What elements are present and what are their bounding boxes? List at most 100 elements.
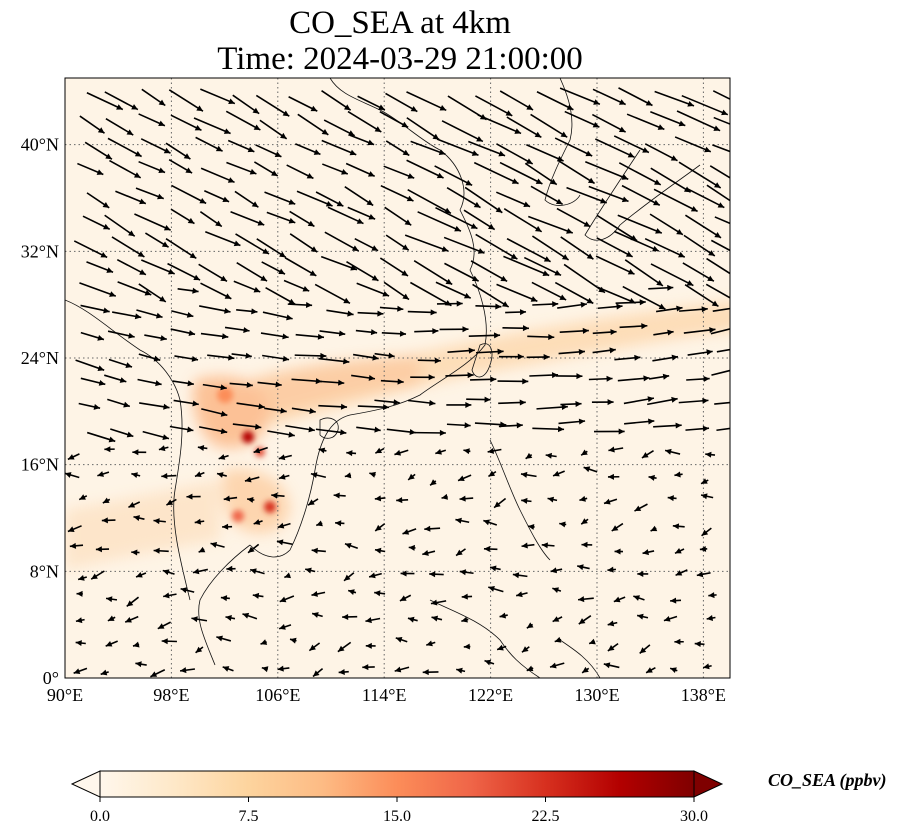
wind-arrow (618, 87, 653, 107)
wind-arrow (499, 161, 543, 185)
wind-arrow (310, 472, 327, 479)
wind-arrow (131, 549, 140, 556)
wind-arrow (102, 497, 111, 504)
wind-arrow (170, 208, 195, 225)
wind-arrow (653, 422, 682, 429)
wind-arrow (615, 299, 646, 306)
wind-arrow (347, 110, 382, 133)
wind-arrow (637, 570, 649, 577)
wind-arrow (295, 143, 321, 156)
wind-arrow (385, 92, 418, 113)
wind-arrow (592, 329, 617, 336)
wind-arrow (344, 542, 359, 550)
wind-arrow (663, 615, 678, 622)
wind-arrow (218, 454, 229, 460)
wind-arrow (200, 88, 236, 105)
wind-arrow (415, 429, 446, 436)
wind-arrow (503, 208, 543, 233)
wind-arrow (193, 117, 231, 135)
wind-arrow (247, 543, 260, 554)
wind-arrow (277, 522, 291, 529)
wind-arrow (198, 546, 206, 553)
wind-arrow (711, 369, 730, 376)
wind-arrow (687, 349, 713, 356)
wind-arrow (435, 206, 478, 230)
wind-arrow (101, 517, 116, 524)
wind-arrow (608, 446, 624, 453)
wind-arrow (617, 214, 663, 234)
wind-arrow (286, 164, 314, 180)
wind-arrow (265, 287, 296, 305)
wind-arrow (161, 473, 177, 480)
wind-arrow (124, 615, 139, 623)
wind-arrow (261, 261, 286, 275)
wind-arrow (216, 635, 232, 642)
wind-arrow (505, 309, 527, 316)
wind-arrow (260, 639, 268, 645)
wind-arrow (461, 616, 469, 623)
wind-arrow (110, 428, 134, 438)
wind-arrow (650, 525, 658, 532)
wind-arrow (457, 474, 472, 482)
wind-arrow (216, 472, 227, 478)
wind-arrow (109, 159, 142, 179)
wind-arrow (607, 620, 618, 627)
wind-arrow (564, 110, 600, 128)
wind-arrow (674, 548, 685, 555)
wind-arrow (207, 354, 235, 361)
wind-arrow (653, 188, 698, 213)
wind-arrow (407, 616, 418, 623)
wind-arrow (385, 140, 410, 157)
wind-arrow (499, 612, 508, 619)
wind-arrow (171, 184, 207, 205)
wind-arrow (153, 518, 166, 525)
y-tick-label: 16°N (21, 455, 59, 475)
wind-arrow (422, 669, 439, 676)
hotspot (242, 431, 254, 443)
wind-arrow (229, 381, 253, 388)
wind-arrow (512, 572, 528, 579)
wind-arrow (672, 523, 685, 530)
wind-arrow (167, 262, 201, 281)
wind-arrow (709, 165, 730, 179)
wind-arrow (150, 669, 166, 678)
wind-arrow (652, 354, 679, 362)
wind-arrow (381, 330, 407, 337)
wind-arrow (555, 373, 583, 380)
wind-arrow (441, 493, 449, 500)
wind-arrow (678, 397, 709, 404)
wind-arrow (634, 503, 648, 512)
wind-arrow (523, 256, 562, 277)
wind-arrow (710, 239, 730, 252)
wind-arrow (172, 380, 194, 387)
wind-arrow (476, 348, 504, 355)
wind-arrow (603, 498, 618, 505)
y-tick-label: 40°N (21, 135, 59, 155)
wind-arrow (252, 592, 264, 599)
chart-subtitle: Time: 2024-03-29 21:00:00 (217, 41, 583, 77)
wind-arrow (107, 137, 142, 158)
wind-arrow (144, 334, 167, 342)
colorbar-tick-label: 30.0 (680, 808, 708, 825)
wind-arrow (496, 191, 531, 208)
wind-arrow (379, 257, 409, 277)
wind-arrow (626, 113, 665, 131)
wind-arrow (559, 327, 589, 334)
wind-arrow (585, 161, 629, 180)
wind-arrow (566, 186, 608, 204)
wind-arrow (699, 545, 708, 552)
wind-arrow (79, 115, 105, 134)
wind-arrow (318, 447, 327, 454)
wind-arrow (107, 615, 116, 622)
wind-arrow (374, 399, 400, 406)
wind-arrow (333, 492, 346, 499)
wind-arrow (396, 497, 409, 504)
wind-arrow (394, 666, 410, 673)
wind-arrow (337, 641, 352, 653)
wind-arrow (165, 142, 191, 160)
wind-arrow (220, 595, 230, 602)
wind-arrow (95, 546, 110, 553)
wind-arrow (222, 666, 234, 672)
wind-arrow (552, 587, 562, 594)
wind-arrow (594, 428, 625, 435)
